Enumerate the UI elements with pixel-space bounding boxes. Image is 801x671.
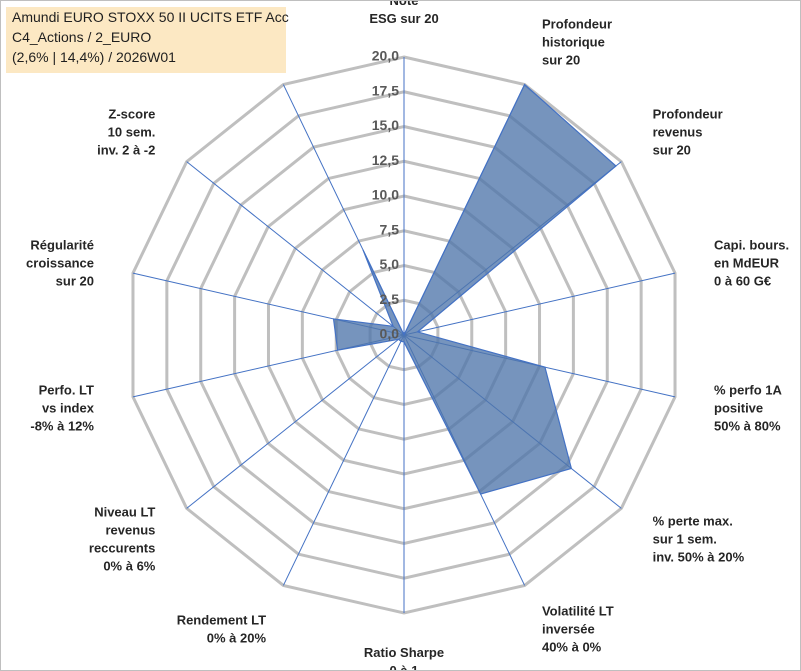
r-tick-label: 10,0 bbox=[372, 187, 399, 203]
category-label-line: Régularité bbox=[30, 237, 94, 252]
category-label-line: revenus bbox=[106, 522, 156, 537]
category-label-line: ESG sur 20 bbox=[369, 11, 438, 26]
category-label-line: revenus bbox=[653, 125, 703, 140]
category-label-line: sur 20 bbox=[653, 143, 691, 158]
title-line: Amundi EURO STOXX 50 II UCITS ETF Acc bbox=[12, 9, 289, 25]
r-tick-label: 7,5 bbox=[380, 221, 400, 237]
category-label-line: Profondeur bbox=[653, 107, 723, 122]
category-label-line: % perfo 1A bbox=[714, 383, 783, 398]
category-label: Ratio Sharpe 0 à 1 bbox=[364, 645, 444, 670]
title-box: Amundi EURO STOXX 50 II UCITS ETF Acc C4_… bbox=[6, 7, 289, 73]
category-label: Z-score 10 sem. inv. 2 à -2 bbox=[97, 107, 155, 158]
spoke bbox=[282, 334, 405, 586]
category-label: Régularité croissance sur 20 bbox=[26, 237, 94, 288]
spoke bbox=[403, 272, 676, 336]
category-label-line: inv. 2 à -2 bbox=[97, 143, 155, 158]
category-label-line: Ratio Sharpe bbox=[364, 645, 444, 660]
r-tick-label: 0,0 bbox=[380, 326, 400, 342]
category-label-line: sur 1 sem. bbox=[653, 531, 717, 546]
category-label-line: 40% à 0% bbox=[542, 640, 602, 655]
category-label-line: reccurents bbox=[89, 540, 155, 555]
spoke bbox=[186, 334, 405, 509]
category-label-line: Capi. bours. bbox=[714, 237, 789, 252]
title-line: C4_Actions / 2_EURO bbox=[12, 29, 152, 45]
category-label-line: 50% à 80% bbox=[714, 419, 781, 434]
category-label-line: sur 20 bbox=[56, 273, 94, 288]
category-label-line: croissance bbox=[26, 255, 94, 270]
r-tick-label: 5,0 bbox=[380, 256, 400, 272]
title-line: (2,6% | 14,4%) / 2026W01 bbox=[12, 49, 176, 65]
category-label-line: Volatilité LT bbox=[542, 604, 614, 619]
category-label-line: vs index bbox=[42, 401, 95, 416]
category-label-line: Z-score bbox=[108, 107, 155, 122]
r-tick-label: 17,5 bbox=[372, 82, 399, 98]
category-label-line: Perfo. LT bbox=[39, 383, 94, 398]
category-label-line: Rendement LT bbox=[177, 613, 266, 628]
category-label-line: 10 sem. bbox=[108, 125, 156, 140]
category-label: Perfo. LT vs index -8% à 12% bbox=[30, 383, 94, 434]
r-tick-label: 20,0 bbox=[372, 48, 399, 64]
category-label-line: % perte max. bbox=[653, 513, 733, 528]
category-label-line: 0% à 20% bbox=[207, 631, 267, 646]
category-label-line: 0% à 6% bbox=[103, 558, 155, 573]
r-tick-label: 15,0 bbox=[372, 117, 399, 133]
category-label-line: Profondeur bbox=[542, 16, 612, 31]
category-label-line: -8% à 12% bbox=[30, 419, 94, 434]
category-label-line: Note bbox=[390, 1, 419, 8]
category-label: Note ESG sur 20 bbox=[369, 1, 438, 26]
category-label: Volatilité LT inversée 40% à 0% bbox=[542, 604, 614, 655]
r-tick-label: 2,5 bbox=[380, 291, 400, 307]
category-label: Capi. bours. en MdEUR 0 à 60 G€ bbox=[714, 237, 789, 288]
radar-area bbox=[332, 83, 617, 495]
category-label-line: historique bbox=[542, 34, 605, 49]
category-label: Niveau LT revenus reccurents 0% à 6% bbox=[89, 504, 156, 573]
category-label-line: inv. 50% à 20% bbox=[653, 549, 745, 564]
category-label: Rendement LT 0% à 20% bbox=[177, 613, 267, 646]
category-label-line: 0 à 60 G€ bbox=[714, 273, 771, 288]
category-label-line: en MdEUR bbox=[714, 255, 780, 270]
category-label-line: positive bbox=[714, 401, 763, 416]
spoke bbox=[186, 161, 405, 336]
category-label-line: inversée bbox=[542, 622, 595, 637]
r-tick-label: 12,5 bbox=[372, 152, 399, 168]
category-label-line: sur 20 bbox=[542, 52, 580, 67]
category-label-line: Niveau LT bbox=[94, 504, 155, 519]
category-label: Profondeur revenus sur 20 bbox=[653, 107, 723, 158]
category-label: % perfo 1A positive 50% à 80% bbox=[714, 383, 783, 434]
category-label: Profondeur historique sur 20 bbox=[542, 16, 612, 67]
category-label-line: 0 à 1 bbox=[390, 663, 419, 670]
category-label: % perte max. sur 1 sem. inv. 50% à 20% bbox=[653, 513, 745, 564]
